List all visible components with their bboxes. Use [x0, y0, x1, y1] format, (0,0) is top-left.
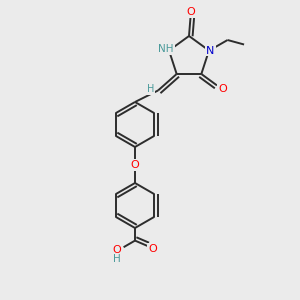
- Text: H: H: [113, 254, 121, 264]
- Text: NH: NH: [158, 44, 174, 54]
- Text: H: H: [147, 84, 154, 94]
- Text: O: O: [186, 7, 195, 17]
- Text: O: O: [218, 84, 227, 94]
- Text: O: O: [130, 160, 140, 170]
- Text: O: O: [148, 244, 157, 254]
- Text: N: N: [206, 46, 215, 56]
- Text: O: O: [112, 244, 122, 255]
